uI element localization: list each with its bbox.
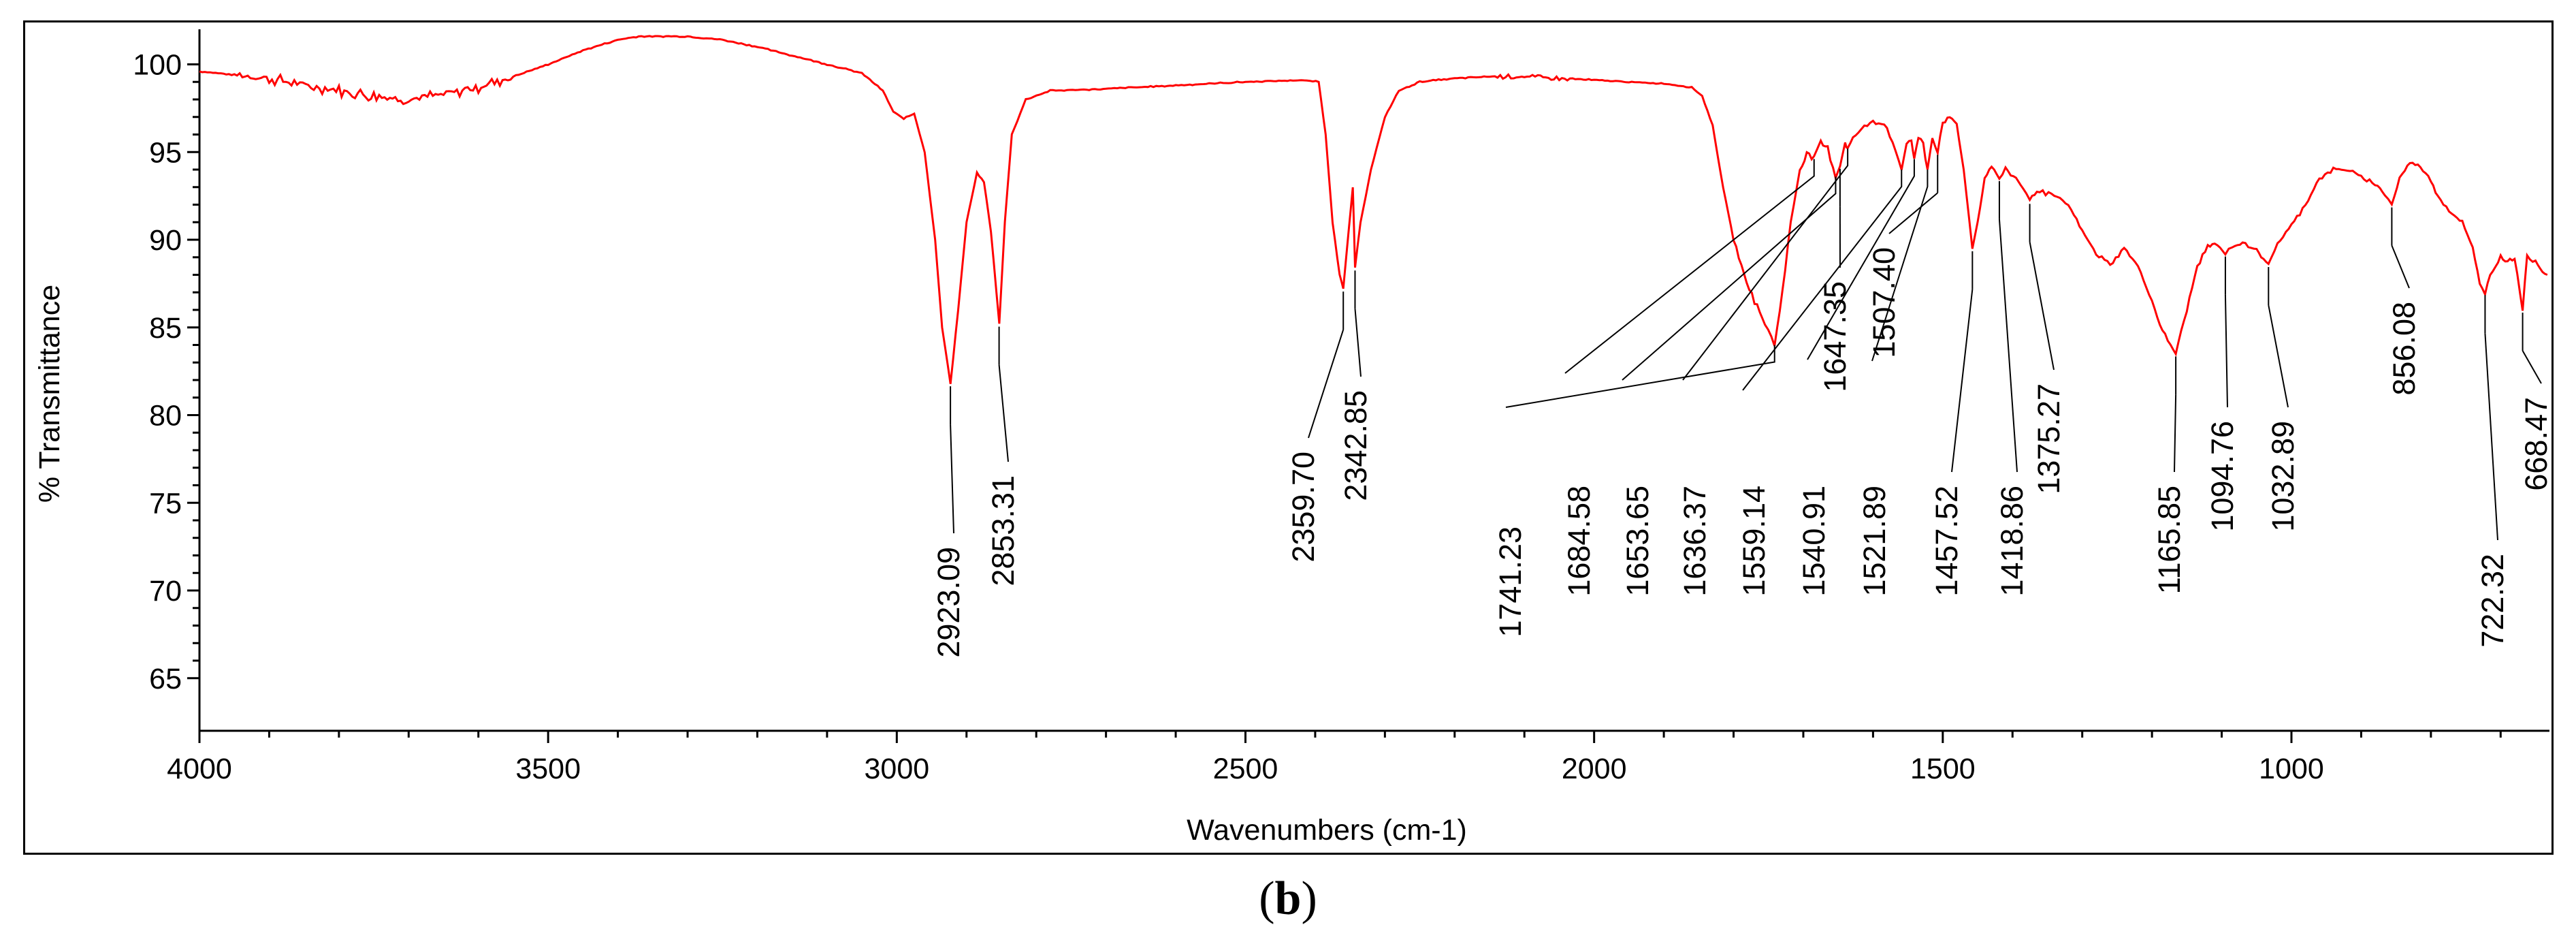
peak-label: 1653.65 [1620, 486, 1655, 597]
y-tick-label: 70 [149, 575, 182, 608]
peak-label: 1684.58 [1562, 486, 1596, 597]
peak-label: 1418.86 [1995, 486, 2029, 597]
peak-leader-line [1998, 219, 2018, 473]
x-tick-label: 1000 [2259, 753, 2324, 785]
peak-leader-line [2224, 294, 2228, 408]
chart-frame: 4000 3500 3000 2500 2000 1500 1000 65 70 75 80 85 90… [23, 20, 2554, 855]
peak-leader-line [2174, 394, 2177, 473]
x-tick-label: 3500 [515, 753, 581, 785]
peak-leader-line [1308, 329, 1345, 439]
y-tick-label: 95 [149, 136, 182, 169]
peak-label: 1741.23 [1493, 526, 1528, 637]
y-tick-label: 85 [149, 312, 182, 345]
axes [198, 29, 2549, 732]
peak-label: 1559.14 [1737, 486, 1771, 597]
peak-label: 668.47 [2519, 397, 2551, 491]
peak-label: 2359.70 [1286, 452, 1321, 563]
peak-label: 1094.76 [2205, 421, 2240, 532]
tick-labels: 4000 3500 3000 2500 2000 1500 1000 65 70 75 80 85 90… [133, 49, 2324, 786]
y-tick-label: 75 [149, 487, 182, 520]
peak-label: 856.08 [2387, 302, 2421, 396]
peak-label: 1540.91 [1797, 486, 1831, 597]
peak-leader-line [1564, 159, 1815, 374]
peak-leader-line [998, 364, 1009, 462]
x-tick-label: 2000 [1562, 753, 1627, 785]
peak-leader-line [2029, 242, 2055, 370]
peak-label: 1375.27 [2031, 383, 2066, 494]
peak-leader-line [2391, 245, 2410, 289]
peak-leader-line [1888, 192, 1938, 234]
peak-leader-line [1622, 176, 1837, 381]
peak-label: 1032.89 [2266, 421, 2300, 532]
peak-label: 1457.52 [1929, 486, 1964, 597]
peak-label: 2342.85 [1338, 390, 1373, 501]
x-tick-label: 3000 [864, 753, 929, 785]
peak-leader-line [1807, 159, 1915, 360]
spectrum-line [199, 35, 2548, 384]
peak-leader-line [1682, 148, 1849, 381]
peak-label: 1647.35 [1818, 281, 1852, 392]
caption-close: ) [1301, 872, 1317, 925]
x-tick-label: 1500 [1910, 753, 1976, 785]
minor-tick-layer [187, 63, 2502, 743]
ftir-spectrum-chart: 4000 3500 3000 2500 2000 1500 1000 65 70 75 80 85 90… [33, 29, 2551, 847]
peak-leader-line [2268, 304, 2289, 408]
peak-leader-line [950, 424, 954, 534]
peak-leader-line [2484, 333, 2498, 541]
peak-leader-line [1354, 309, 1362, 377]
peak-label: 1507.40 [1867, 247, 1901, 358]
x-axis-title: Wavenumbers (cm-1) [1187, 814, 1467, 847]
caption-letter: b [1274, 872, 1302, 925]
spectrum-line-layer [199, 35, 2548, 384]
y-tick-label: 100 [133, 49, 182, 82]
caption-open: ( [1259, 872, 1275, 925]
peak-leader-line [1505, 345, 1775, 408]
x-tick-label: 2500 [1213, 753, 1278, 785]
x-tick-label: 4000 [167, 753, 232, 785]
peak-label: 1636.37 [1677, 486, 1712, 597]
y-tick-label: 90 [149, 224, 182, 257]
peak-leader-line [1871, 170, 1929, 362]
peak-label: 1165.85 [2152, 486, 2187, 594]
peak-leader-line [1951, 289, 1974, 473]
peak-label: 2853.31 [986, 475, 1020, 586]
peak-label: 722.32 [2475, 554, 2510, 648]
y-tick-label: 65 [149, 663, 182, 695]
panel-caption: (b) [0, 872, 2576, 926]
y-axis-title: % Transmittance [33, 285, 66, 503]
y-tick-label: 80 [149, 400, 182, 432]
peak-label: 1521.89 [1857, 486, 1892, 597]
peak-label: 2923.09 [931, 547, 966, 658]
peak-leader-line [1742, 170, 1903, 391]
peak-leader-line [2522, 350, 2542, 384]
peak-annotations: 2923.09 2853.31 2359.70 2342.85 1741.23 1684.… [931, 148, 2551, 658]
